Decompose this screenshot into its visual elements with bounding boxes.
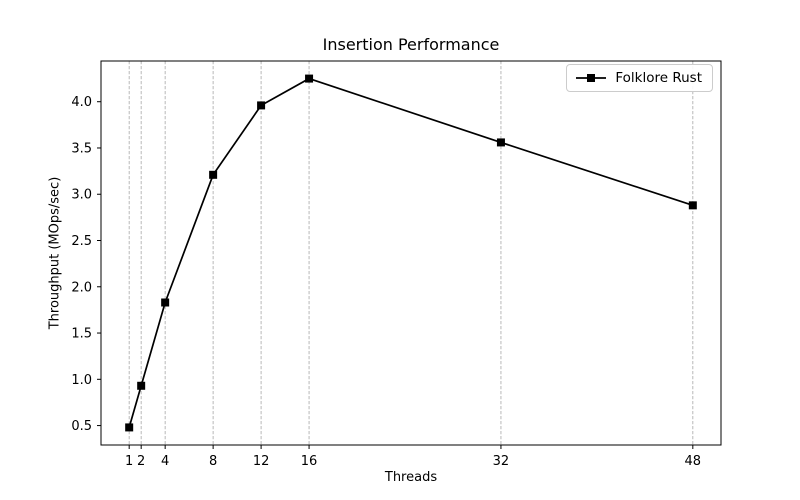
- data-point-marker: [161, 298, 170, 307]
- x-tick-label: 12: [253, 454, 270, 469]
- plot-border: [100, 60, 722, 446]
- y-tick-label: 1.5: [71, 327, 92, 342]
- x-tick-label: 16: [301, 454, 318, 469]
- y-tick-label: 2.5: [71, 234, 92, 249]
- y-axis-label: Throughput (MOps/sec): [47, 176, 63, 330]
- y-tick-label: 2.0: [71, 280, 92, 295]
- series-line: [128, 77, 694, 428]
- y-tick-label: 3.5: [71, 141, 92, 156]
- x-axis-label: Threads: [384, 470, 438, 485]
- legend-line-marker-icon: [576, 74, 607, 82]
- y-tick-label: 4.0: [71, 95, 92, 110]
- x-tick-label: 1: [125, 454, 133, 469]
- data-point-marker: [137, 381, 146, 390]
- y-tick-label: 0.5: [71, 419, 92, 434]
- y-tick-label: 1.0: [71, 373, 92, 388]
- data-point-marker: [257, 101, 266, 110]
- data-point-marker: [688, 201, 697, 210]
- x-tick-label: 4: [161, 454, 169, 469]
- data-point-marker: [125, 423, 134, 432]
- x-tick-label: 2: [137, 454, 145, 469]
- legend: Folklore Rust: [566, 64, 713, 92]
- data-point-marker: [305, 74, 314, 83]
- x-tick-label: 8: [209, 454, 217, 469]
- data-point-marker: [209, 170, 218, 179]
- legend-series-label: Folklore Rust: [615, 70, 702, 86]
- chart-title: Insertion Performance: [322, 35, 500, 54]
- x-tick-label: 48: [685, 454, 702, 469]
- y-tick-label: 3.0: [71, 188, 92, 203]
- data-point-marker: [496, 138, 505, 147]
- x-tick-label: 32: [493, 454, 510, 469]
